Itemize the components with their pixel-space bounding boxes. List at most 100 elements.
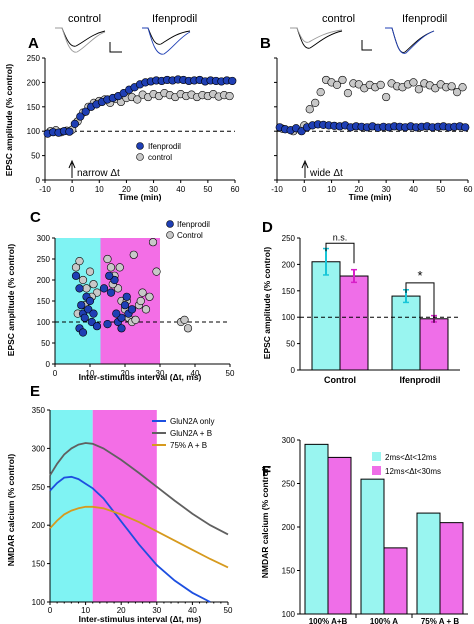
panel-a-xlabel: Time (min) [119, 192, 162, 202]
panel-f-bar [304, 443, 329, 615]
panel-c-point-ifenprodil [127, 305, 137, 314]
panel-c-point-control [85, 267, 95, 276]
panel-b-trace-control-label: control [322, 13, 355, 25]
panel-a-legend-control-marker [136, 153, 144, 161]
panel-c-point-ifenprodil [105, 271, 114, 280]
panel-c-ylabel: EPSC amplitude (% control) [6, 244, 16, 357]
panel-b-arrow [301, 159, 309, 178]
panel-f-y-tick-label: 250 [282, 480, 296, 489]
panel-b-point-ifenprodil [461, 123, 470, 132]
panel-d-y-tick-label: 0 [291, 366, 296, 375]
panel-a-arrow [68, 159, 76, 178]
panel-f-legend-magenta: 12ms<Δt<30ms [385, 467, 441, 476]
panel-c-point-control [183, 324, 193, 333]
panel-e-x-tick-label: 0 [48, 606, 53, 615]
panel-a-x-tick-label: 0 [70, 185, 75, 194]
panel-b-point-control [332, 80, 342, 89]
panel-c-point-ifenprodil [92, 322, 102, 331]
panel-c-legend-control: Control [177, 231, 203, 240]
panel-e-line-glun2a-only [49, 475, 211, 603]
panel-a-y-tick-label: 0 [36, 176, 41, 185]
panel-b-point-control [409, 78, 418, 87]
panel-b-x-tick-label: 40 [409, 185, 418, 194]
panel-f-legend-cyan-swatch [372, 452, 381, 461]
panel-a-x-tick-label: 30 [149, 185, 158, 194]
panel-b-point-control [414, 85, 423, 94]
panel-a-legend-ifenprodil-marker [136, 142, 144, 150]
panel-c-point-control [82, 284, 91, 293]
panel-d-y-tick-label: 200 [282, 260, 296, 269]
panel-c-y-tick-label: 0 [46, 360, 51, 369]
panel-c-y-tick-label: 300 [37, 234, 51, 243]
panel-a-y-tick-label: 100 [27, 127, 41, 136]
panel-c-point-control [106, 263, 116, 272]
panel-f-bar [439, 522, 464, 615]
panel-a-point-ifenprodil [81, 107, 90, 116]
panel-c-y-tick-label: 50 [41, 339, 50, 348]
panel-e-x-tick-label: 10 [81, 606, 90, 615]
panel-c-point-ifenprodil [122, 292, 131, 301]
panel-c-point-control [103, 254, 112, 264]
panel-b-x-tick-label: 0 [302, 185, 307, 194]
panel-b-point-control [343, 89, 353, 98]
panel-a-x-tick-label: 50 [203, 185, 212, 194]
panel-d-category-label: Ifenprodil [400, 375, 441, 385]
panel-c-y-tick-label: 250 [37, 255, 51, 264]
panel-b-x-tick-label: 30 [382, 185, 391, 194]
panel-b-point-control [376, 80, 385, 89]
panel-e-x-tick-label: 30 [152, 606, 161, 615]
panel-c-letter: C [30, 209, 41, 226]
panel-d-y-tick-label: 50 [286, 340, 295, 349]
panel-b-point-control [382, 92, 391, 102]
panel-c-point-ifenprodil [75, 284, 84, 293]
panel-e-legend-75: 75% A + B [170, 441, 207, 450]
panel-e-y-tick-label: 150 [32, 560, 46, 569]
panel-c-point-control [136, 296, 145, 306]
panel-a-ylabel: EPSC amplitude (% control) [4, 64, 14, 177]
panel-c-xlabel: Inter-stimulus interval (Δt, ms) [79, 372, 202, 382]
panel-a-point-control [225, 91, 234, 101]
panel-f-bar [383, 547, 408, 615]
panel-f: F 100 150 200 250 300 100% A+B 100% A 75% A + B… [260, 436, 468, 624]
panel-a-trace-ifenprodil-label: Ifenprodil [152, 13, 197, 25]
panel-c: C 0 10 20 30 40 50 0 50 100 150 200 250 300 Ifenprod… [6, 209, 235, 382]
panel-f-ylabel: NMDAR calcium (% control) [260, 466, 270, 579]
panel-c-point-ifenprodil [85, 296, 95, 306]
panel-c-point-ifenprodil [71, 271, 81, 280]
panel-e-y-tick-label: 350 [32, 406, 46, 415]
panel-c-x-tick-label: 10 [86, 369, 95, 378]
panel-e-y-tick-label: 100 [32, 598, 46, 607]
panel-f-y-tick-label: 150 [282, 567, 296, 576]
panel-d-annotation-ns: n.s. [333, 232, 348, 242]
panel-b: B control Ifenprodil -10 0 10 20 30 40 50 60 wi… [260, 13, 473, 202]
panel-f-y-tick-label: 100 [282, 610, 296, 619]
panel-a-y-tick-label: 250 [27, 54, 41, 63]
panel-c-point-control [78, 275, 88, 285]
panel-d-bar [391, 295, 421, 371]
panel-d-bracket-control [325, 242, 355, 264]
panel-b-letter: B [260, 35, 271, 52]
panel-b-ifenprodil-trace [385, 27, 435, 54]
panel-d-bar [311, 261, 341, 371]
panel-d-y-tick-label: 150 [282, 287, 296, 296]
panel-c-point-ifenprodil [103, 320, 112, 329]
panel-c-y-tick-label: 200 [37, 276, 51, 285]
panel-e-legend-glun2a: GluN2A only [170, 417, 214, 426]
panel-b-point-control [447, 82, 456, 91]
panel-c-legend-ifenprodil-marker [166, 220, 174, 228]
panel-a-point-ifenprodil [70, 119, 79, 128]
panel-a-ifenprodil-trace [142, 27, 191, 55]
panel-c-x-tick-label: 30 [156, 369, 165, 378]
panel-d-y-tick-label: 100 [282, 313, 296, 322]
panel-f-category-label: 100% A+B [309, 617, 348, 624]
panel-f-y-tick-label: 300 [282, 436, 296, 445]
panel-a-y-tick-label: 200 [27, 78, 41, 87]
panel-a-x-tick-label: 40 [176, 185, 185, 194]
panel-e-ylabel: NMDAR calcium (% control) [6, 454, 16, 567]
panel-f-bar [360, 478, 385, 615]
panel-b-x-tick-label: 60 [464, 185, 473, 194]
panel-c-point-ifenprodil [120, 301, 130, 310]
panel-c-point-control [89, 280, 98, 289]
panel-d-letter: D [262, 219, 273, 236]
